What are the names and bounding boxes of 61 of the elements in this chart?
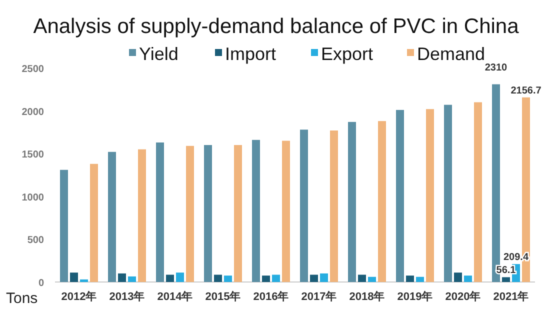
bar [176, 272, 184, 282]
bar [80, 279, 88, 282]
y-tick-label: 1500 [22, 150, 44, 161]
x-tick-label: 2017年 [301, 290, 337, 303]
bar [70, 272, 78, 282]
bar [320, 273, 328, 282]
legend-label: Export [321, 44, 374, 64]
y-axis-title: Tons [6, 290, 38, 307]
y-tick-label: 2000 [22, 106, 44, 118]
bar [282, 140, 290, 282]
bar [358, 274, 366, 282]
bar [262, 276, 270, 282]
y-tick-label: 0 [38, 278, 44, 289]
bar [108, 152, 116, 282]
legend-label: Demand [417, 44, 486, 64]
bar [426, 109, 434, 282]
x-tick-label: 2016年 [253, 290, 289, 303]
bar [406, 276, 414, 282]
bar [90, 164, 98, 282]
bar [252, 140, 260, 282]
y-tick-label: 2500 [22, 64, 44, 75]
bar [464, 276, 472, 282]
y-tick-label: 1000 [22, 192, 44, 204]
bar [186, 146, 194, 282]
x-tick-label: 2012年 [61, 290, 97, 303]
bar [378, 121, 386, 282]
bar [166, 274, 174, 282]
bar [368, 276, 376, 282]
bar [128, 276, 136, 282]
y-tick-label: 500 [27, 235, 44, 246]
bar [444, 104, 452, 282]
bar [416, 276, 424, 282]
x-tick-label: 2020年 [445, 290, 481, 303]
title: Analysis of supply-demand balance of PVC in China [33, 15, 519, 38]
bar [310, 274, 318, 282]
bar [60, 170, 68, 282]
x-tick-label: 2018年 [349, 290, 385, 303]
bar [272, 274, 280, 282]
bar [234, 145, 242, 282]
x-tick-label: 2015年 [205, 290, 241, 303]
legend-label: Import [225, 44, 276, 64]
bar [224, 276, 232, 282]
data-label: 2310 [484, 62, 508, 74]
legend-label: Yield [139, 44, 178, 64]
bar [214, 274, 222, 282]
x-tick-label: 2013年 [109, 290, 145, 303]
bar [474, 102, 482, 282]
bar [138, 149, 146, 282]
bar [118, 273, 126, 282]
bar [300, 130, 308, 282]
bar [156, 142, 164, 282]
data-label: 2156.7 [510, 85, 542, 96]
x-tick-label: 2014年 [157, 290, 193, 303]
bar [204, 145, 212, 282]
bar [330, 130, 338, 282]
bar [502, 277, 510, 282]
bar [396, 110, 404, 282]
bar [348, 122, 356, 282]
bar [454, 272, 462, 282]
x-tick-label: 2019年 [397, 290, 433, 303]
x-tick-label: 2021年 [493, 290, 529, 303]
